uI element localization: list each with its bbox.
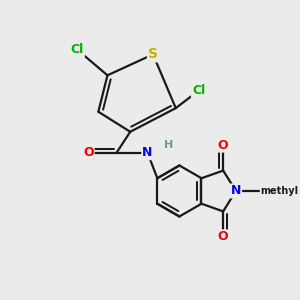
Text: O: O <box>218 139 229 152</box>
Text: N: N <box>142 146 153 159</box>
Text: Cl: Cl <box>192 84 205 97</box>
Text: Cl: Cl <box>71 43 84 56</box>
Text: N: N <box>231 184 241 197</box>
Text: S: S <box>148 47 158 61</box>
Text: O: O <box>218 230 229 243</box>
Text: O: O <box>83 146 94 159</box>
Text: methyl: methyl <box>261 186 299 196</box>
Text: H: H <box>164 140 173 150</box>
